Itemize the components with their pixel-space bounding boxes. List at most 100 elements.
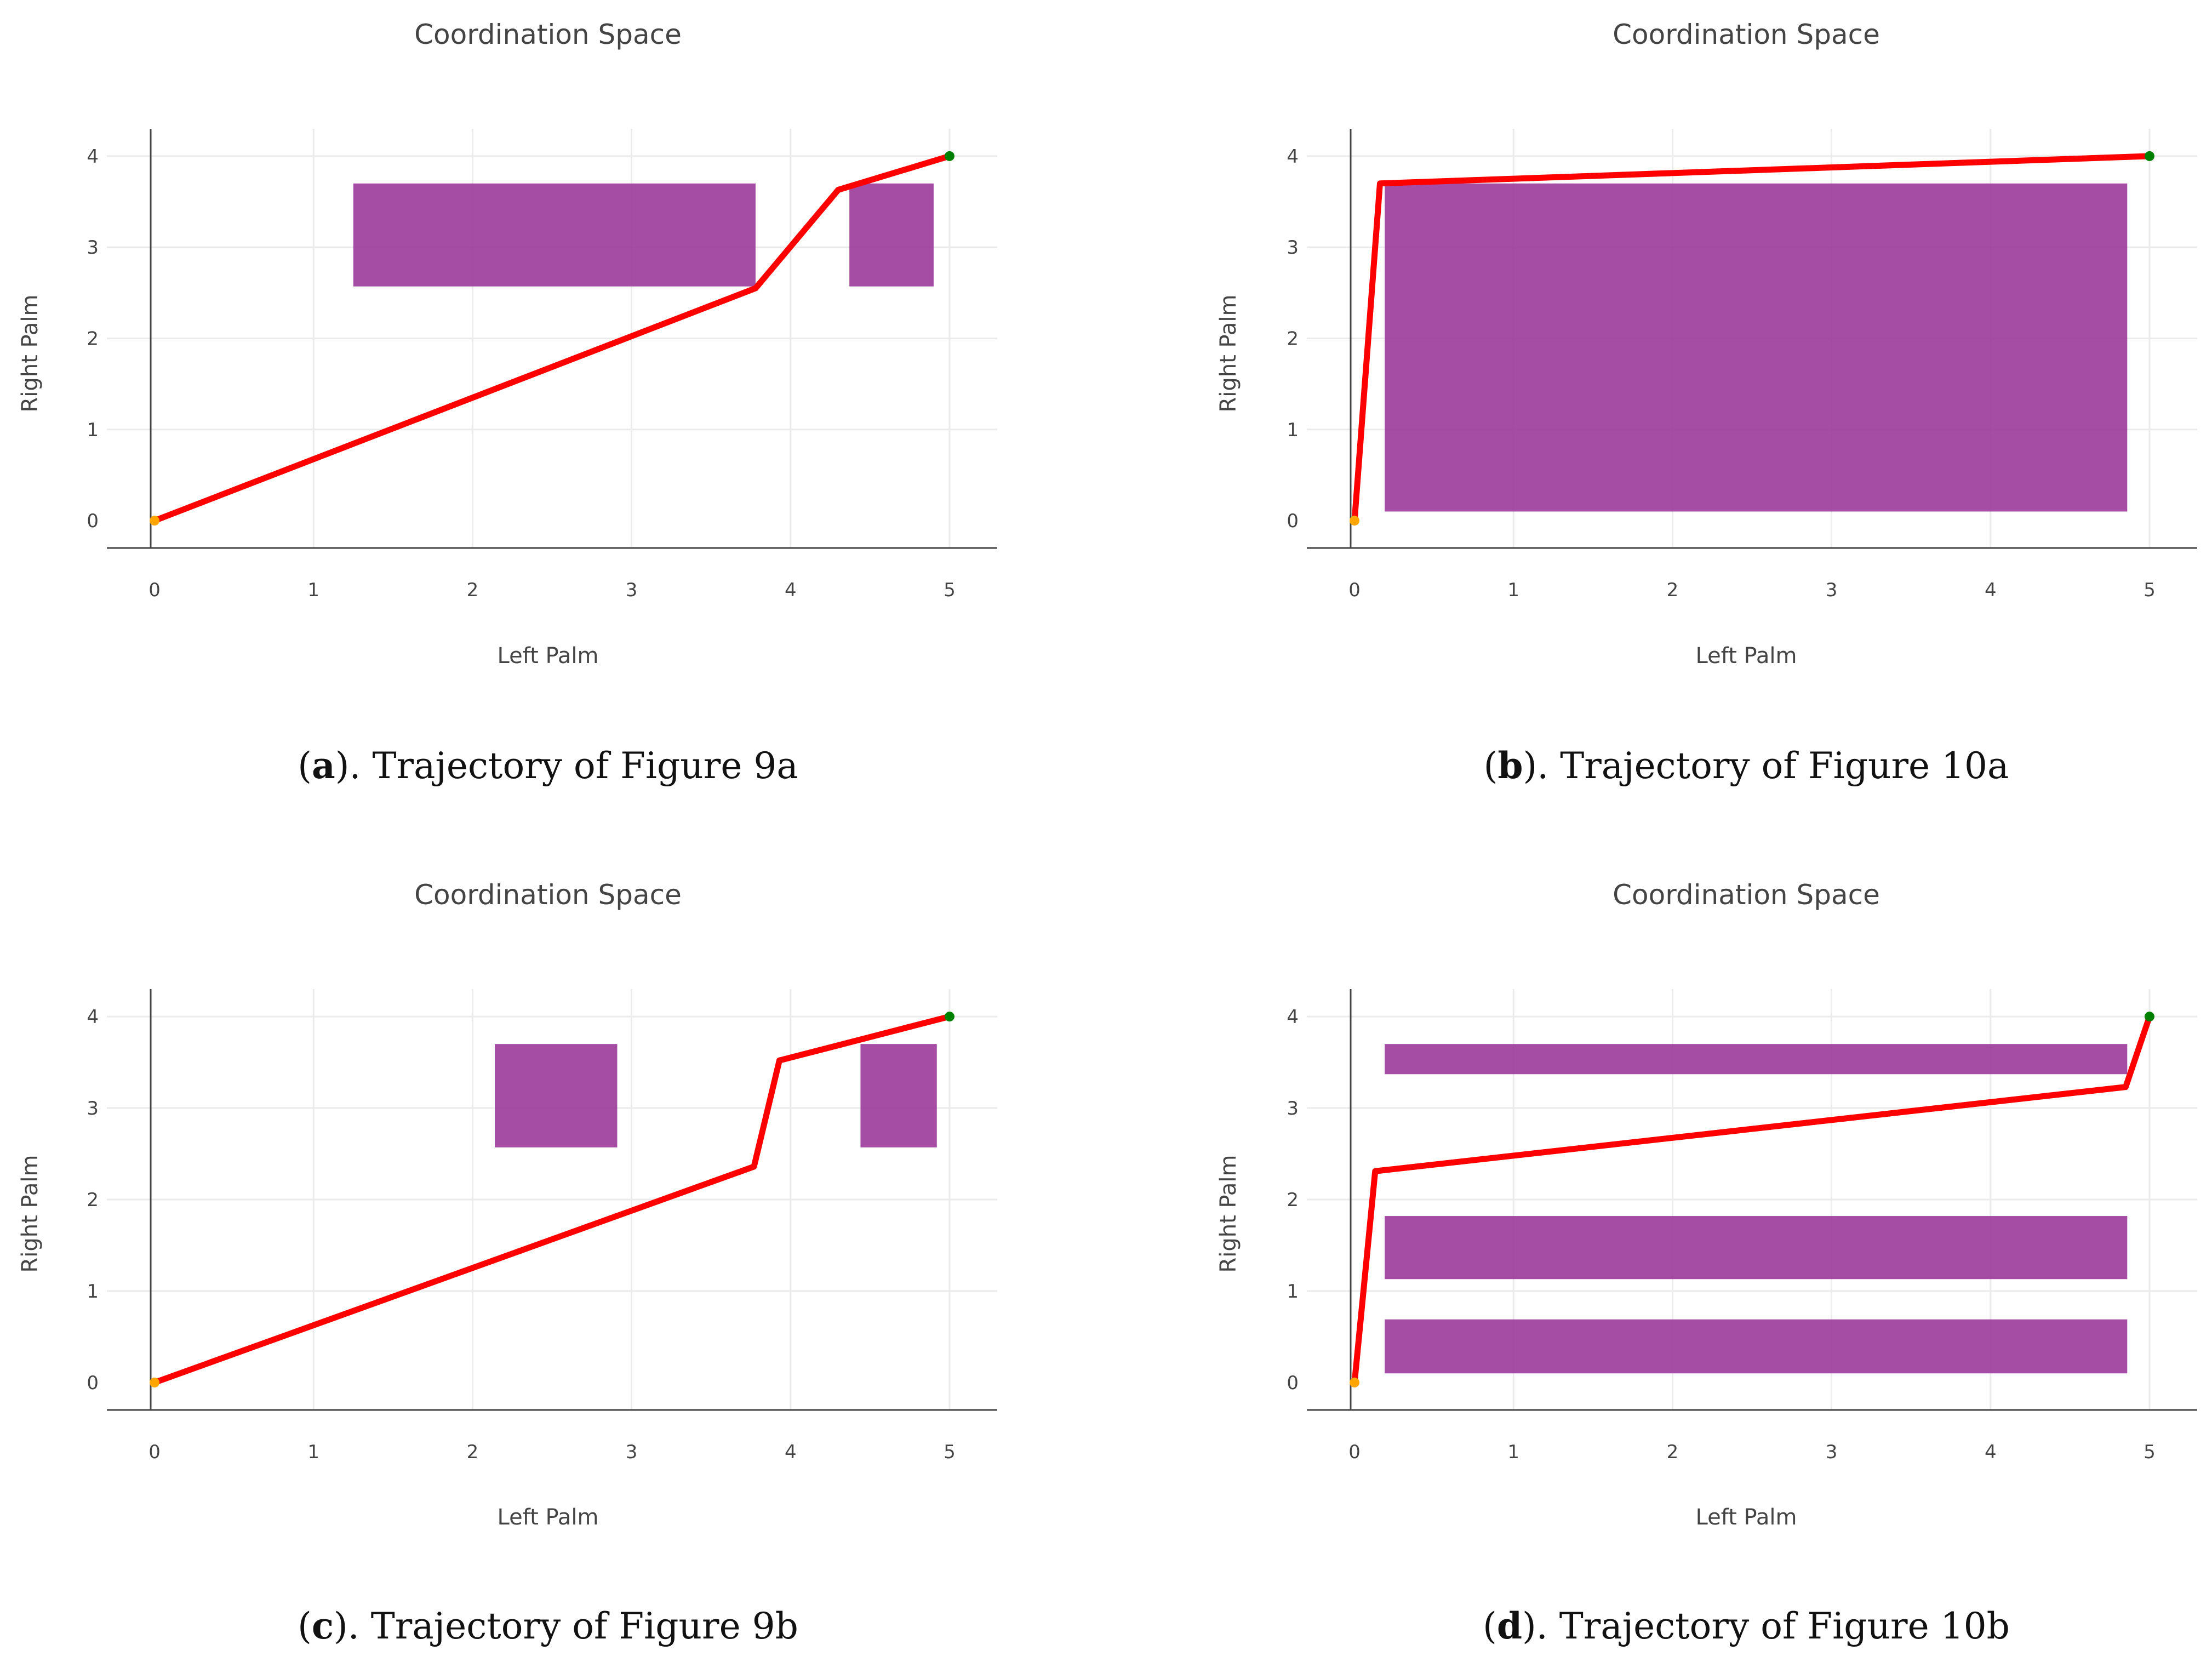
y-tick-labels: 0 1 2 3 4 <box>87 146 99 532</box>
x-tick-label: 2 <box>1667 579 1679 601</box>
caption-open: ( <box>1483 1605 1497 1647</box>
y-tick-label: 1 <box>87 419 99 441</box>
start-marker <box>1350 1377 1360 1387</box>
y-tick-label: 1 <box>1287 419 1299 441</box>
caption-letter: b <box>1497 744 1523 787</box>
x-axis-title: Left Palm <box>1696 643 1797 669</box>
y-tick-label: 3 <box>87 1098 99 1120</box>
start-marker <box>1350 516 1360 526</box>
end-marker <box>2144 1012 2154 1022</box>
y-tick-labels: 0 1 2 3 4 <box>1287 146 1299 532</box>
x-axis-title: Left Palm <box>1696 1505 1797 1530</box>
y-tick-label: 2 <box>1287 1189 1299 1211</box>
markers <box>1350 1012 2154 1387</box>
y-tick-label: 2 <box>87 328 99 350</box>
obstacle-region <box>495 1044 618 1147</box>
x-axis-title: Left Palm <box>498 643 599 669</box>
gridlines <box>107 989 997 1410</box>
x-tick-labels: 0 1 2 3 4 5 <box>148 1441 956 1463</box>
x-tick-label: 5 <box>944 579 956 601</box>
x-tick-label: 5 <box>944 1441 956 1463</box>
trajectory-line <box>1351 1013 2153 1386</box>
obstacle-regions <box>1385 1044 2128 1374</box>
caption-text: Trajectory of Figure 10a <box>1548 745 2009 787</box>
obstacle-region <box>1385 183 2128 512</box>
caption-text: Trajectory of Figure 10b <box>1548 1605 2010 1647</box>
start-marker <box>150 1377 160 1387</box>
obstacle-regions <box>1385 183 2128 512</box>
panel-a: Coordination Space 0 1 2 3 4 5 0 1 2 3 4 Left Pal… <box>18 19 997 787</box>
x-tick-label: 4 <box>785 579 797 601</box>
y-tick-label: 4 <box>87 1006 99 1028</box>
x-tick-label: 0 <box>1348 1441 1361 1463</box>
x-tick-label: 1 <box>307 579 319 601</box>
start-marker <box>150 516 160 526</box>
x-tick-labels: 0 1 2 3 4 5 <box>148 579 956 601</box>
x-tick-label: 0 <box>1348 579 1361 601</box>
caption-text: Trajectory of Figure 9a <box>361 745 798 787</box>
trajectory-layer <box>1351 153 2153 524</box>
y-tick-label: 4 <box>87 146 99 168</box>
trajectory-layer <box>1351 1013 2153 1386</box>
caption-open: ( <box>298 1605 312 1647</box>
x-tick-label: 1 <box>1507 579 1519 601</box>
obstacle-regions <box>495 1044 937 1147</box>
end-marker <box>2144 151 2154 161</box>
obstacle-regions <box>353 183 934 287</box>
x-tick-label: 3 <box>1826 1441 1838 1463</box>
y-tick-label: 0 <box>87 1372 99 1394</box>
y-tick-label: 2 <box>87 1189 99 1211</box>
panel-b: Coordination Space 0 1 2 3 4 5 0 1 2 3 4 Left Pal… <box>1216 19 2197 787</box>
end-marker <box>944 1012 954 1022</box>
caption-text: Trajectory of Figure 9b <box>359 1605 798 1647</box>
x-axis-title: Left Palm <box>498 1505 599 1530</box>
y-tick-label: 3 <box>1287 237 1299 259</box>
caption-letter: c <box>312 1604 334 1647</box>
y-axis-title: Right Palm <box>18 1155 43 1273</box>
x-tick-label: 5 <box>2144 1441 2156 1463</box>
caption-letter: d <box>1497 1604 1522 1647</box>
x-tick-label: 4 <box>1985 1441 1997 1463</box>
obstacle-region <box>353 183 756 287</box>
trajectory-line <box>151 153 953 524</box>
x-tick-label: 0 <box>148 579 161 601</box>
x-tick-label: 2 <box>1667 1441 1679 1463</box>
x-tick-labels: 0 1 2 3 4 5 <box>1348 579 2156 601</box>
x-tick-labels: 0 1 2 3 4 5 <box>1348 1441 2156 1463</box>
panel-caption: (d). Trajectory of Figure 10b <box>1483 1604 2010 1647</box>
x-tick-label: 3 <box>626 579 638 601</box>
x-tick-label: 0 <box>148 1441 161 1463</box>
y-tick-label: 0 <box>1287 510 1299 532</box>
y-tick-label: 0 <box>87 510 99 532</box>
markers <box>150 1012 954 1387</box>
caption-open: ( <box>298 745 312 787</box>
caption-close: ). <box>1523 745 1548 787</box>
panel-c: Coordination Space 0 1 2 3 4 5 0 1 2 3 4 Left Pal… <box>18 879 997 1647</box>
trajectory-layer <box>151 153 953 524</box>
y-tick-label: 3 <box>1287 1098 1299 1120</box>
trajectory-layer <box>151 1013 953 1386</box>
y-tick-label: 1 <box>87 1281 99 1303</box>
x-tick-label: 1 <box>1507 1441 1519 1463</box>
y-tick-labels: 0 1 2 3 4 <box>1287 1006 1299 1394</box>
obstacle-region <box>1385 1319 2128 1374</box>
x-tick-label: 3 <box>1826 579 1838 601</box>
obstacle-region <box>1385 1044 2128 1075</box>
panel-caption: (a). Trajectory of Figure 9a <box>298 744 798 787</box>
markers <box>1350 151 2154 526</box>
x-tick-label: 2 <box>467 1441 479 1463</box>
obstacle-region <box>1385 1216 2128 1280</box>
caption-close: ). <box>334 1605 359 1647</box>
x-tick-label: 3 <box>626 1441 638 1463</box>
y-tick-label: 4 <box>1287 1006 1299 1028</box>
trajectory-line <box>151 1013 953 1386</box>
panel-caption: (b). Trajectory of Figure 10a <box>1484 744 2009 787</box>
y-axis-title: Right Palm <box>1216 1155 1241 1273</box>
plot-title: Coordination Space <box>414 19 682 50</box>
panel-caption: (c). Trajectory of Figure 9b <box>298 1604 798 1647</box>
y-tick-label: 2 <box>1287 328 1299 350</box>
x-tick-label: 4 <box>785 1441 797 1463</box>
obstacle-region <box>849 183 934 287</box>
y-tick-label: 1 <box>1287 1281 1299 1303</box>
